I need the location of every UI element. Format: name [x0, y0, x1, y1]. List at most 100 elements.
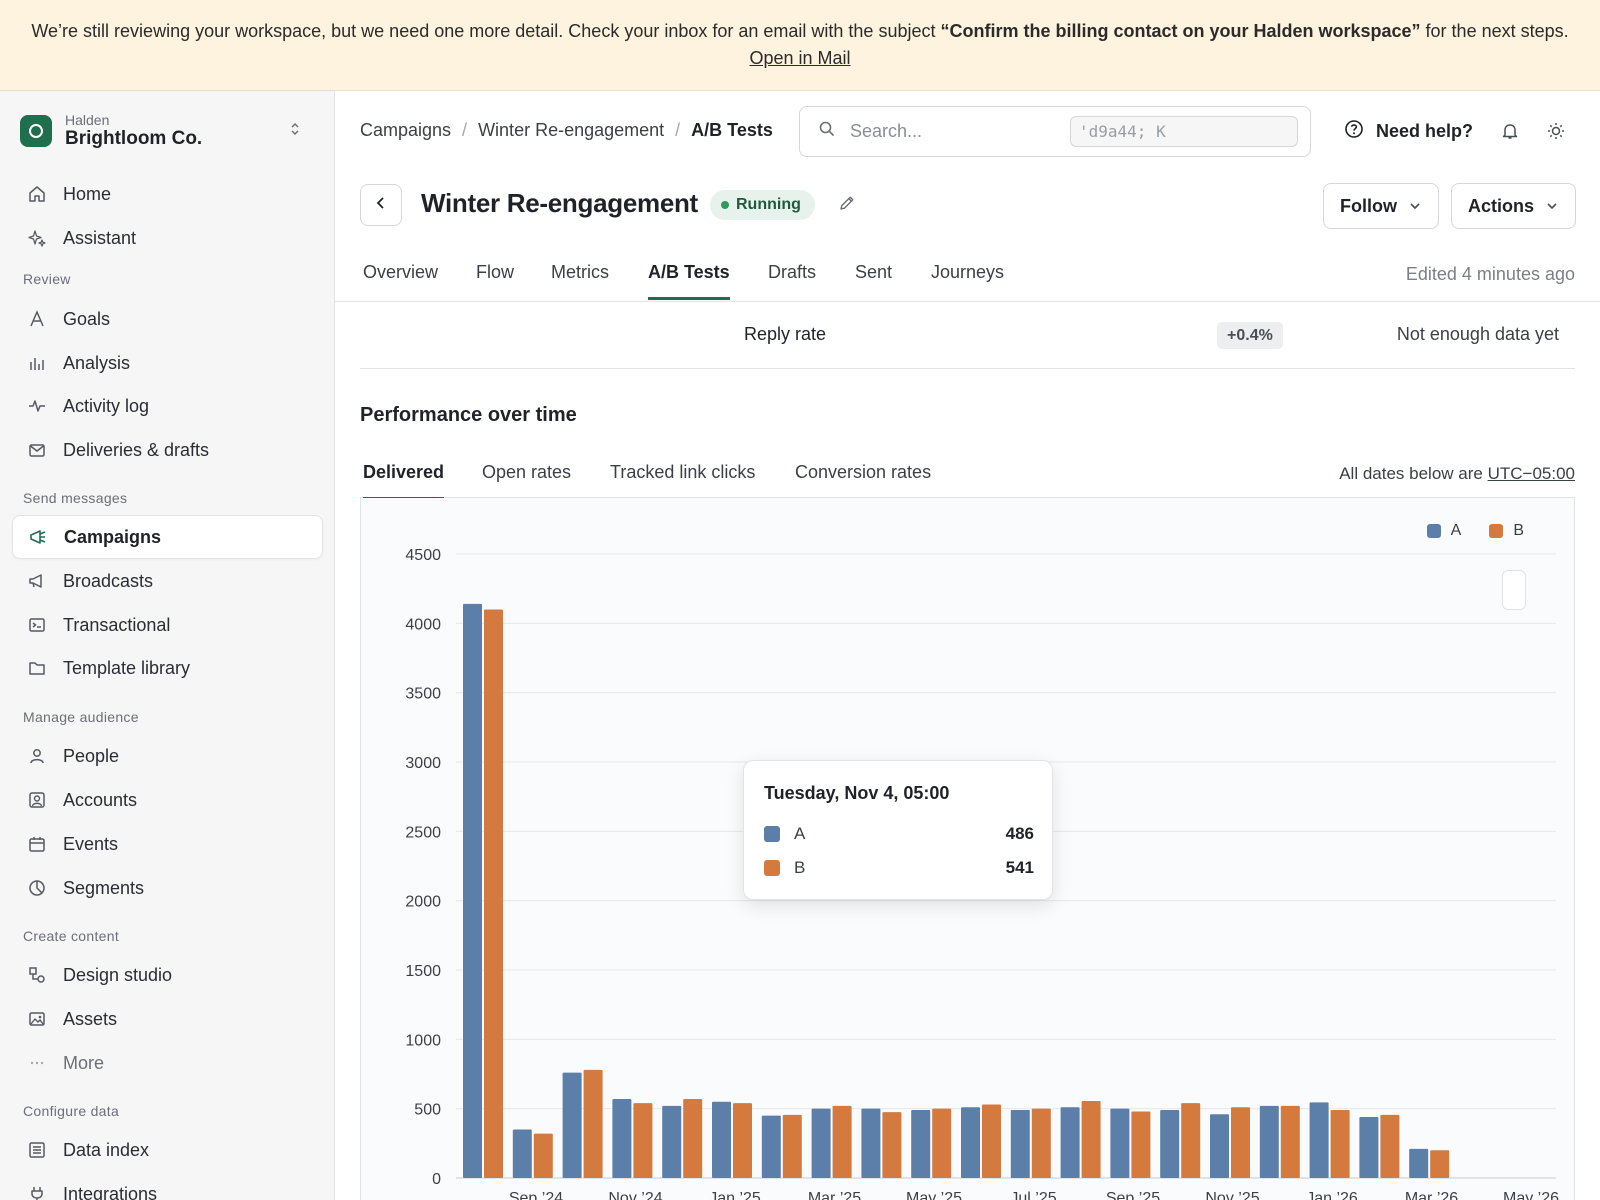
chart-scroll-handle[interactable] — [1502, 570, 1526, 610]
tab-sent[interactable]: Sent — [855, 262, 893, 282]
actions-button[interactable]: Actions — [1451, 183, 1576, 229]
bar-b — [1231, 1107, 1250, 1178]
sidebar-item-label: Campaigns — [64, 526, 162, 547]
delivered-bar-chart: 0 500 1000 1500 2000 2500 3000 3500 4000 4500 Sep … — [405, 547, 1559, 1200]
bar-a — [612, 1098, 632, 1178]
person-icon — [26, 745, 48, 767]
bell-icon[interactable] — [1500, 121, 1520, 146]
list-icon — [26, 1139, 48, 1161]
banner-subject: “Confirm the billing contact on your Hal… — [940, 21, 1421, 41]
bar-a — [463, 603, 482, 1178]
legend-item-b[interactable]: B — [1489, 522, 1524, 540]
bar-b — [832, 1105, 852, 1178]
edited-timestamp: Edited 4 minutes ago — [1405, 264, 1575, 284]
tab-metrics[interactable]: Metrics — [551, 262, 609, 282]
sidebar-item-deliveries[interactable]: Deliveries & drafts — [12, 428, 323, 472]
sidebar-item-label: More — [63, 1052, 105, 1073]
sidebar-item-label: Goals — [63, 308, 111, 329]
sidebar-item-label: Integrations — [63, 1183, 158, 1200]
bar-b — [533, 1133, 553, 1178]
breadcrumb-current: A/B Tests — [691, 120, 773, 140]
chevron-updown-icon — [289, 121, 301, 137]
sidebar-item-goals[interactable]: Goals — [12, 297, 323, 341]
tab-open-rates[interactable]: Open rates — [482, 462, 572, 482]
tab-tracked-link-clicks[interactable]: Tracked link clicks — [610, 462, 756, 482]
sidebar-item-assets[interactable]: Assets — [12, 997, 323, 1041]
sidebar-item-broadcasts[interactable]: Broadcasts — [12, 559, 323, 603]
bar-b — [1181, 1103, 1201, 1178]
bar-b — [882, 1112, 902, 1178]
sun-icon[interactable] — [1546, 121, 1566, 146]
sidebar-item-people[interactable]: People — [12, 734, 323, 778]
sidebar-item-accounts[interactable]: Accounts — [12, 778, 323, 822]
sidebar-item-data-index[interactable]: Data index — [12, 1128, 323, 1172]
legend-item-a[interactable]: A — [1426, 522, 1461, 540]
sidebar-item-campaigns[interactable]: Campaigns — [12, 515, 323, 559]
workspace-switcher[interactable]: Halden Brightloom Co. — [20, 109, 315, 153]
bar-b — [1330, 1110, 1350, 1178]
bar-b — [683, 1098, 703, 1178]
bar-b — [633, 1103, 653, 1178]
tab-ab-tests[interactable]: A/B Tests — [648, 262, 730, 300]
search-input[interactable]: Search... 'd9a44; K — [799, 106, 1311, 157]
y-tick-label: 3500 — [405, 686, 441, 703]
timezone-prefix: All dates below are — [1339, 464, 1488, 483]
sidebar-item-template-library[interactable]: Template library — [12, 646, 323, 690]
sidebar-item-label: Segments — [63, 877, 145, 898]
y-tick-label: 1000 — [405, 1032, 441, 1049]
sidebar-item-label: Home — [63, 183, 112, 204]
tooltip-value-a: 486 — [1005, 824, 1034, 843]
account-icon — [26, 789, 48, 811]
bar-chart-icon — [26, 352, 48, 374]
legend-swatch-b — [1489, 524, 1504, 538]
bar-a — [1309, 1102, 1329, 1178]
breadcrumb-campaign[interactable]: Winter Re-engagement — [478, 120, 665, 140]
tab-journeys[interactable]: Journeys — [931, 262, 1005, 282]
bar-a — [1259, 1105, 1279, 1178]
tooltip-swatch-a — [764, 826, 780, 842]
tab-delivered[interactable]: Delivered — [363, 462, 445, 500]
bar-a — [1110, 1108, 1130, 1178]
tab-drafts[interactable]: Drafts — [768, 262, 817, 282]
tab-overview[interactable]: Overview — [363, 262, 439, 282]
sidebar-item-analysis[interactable]: Analysis — [12, 341, 323, 385]
bar-a — [761, 1115, 781, 1178]
need-help-button[interactable]: Need help? — [1344, 119, 1473, 144]
back-button[interactable] — [360, 184, 402, 226]
sidebar-item-segments[interactable]: Segments — [12, 866, 323, 910]
sidebar-item-label: People — [63, 745, 120, 766]
broadcast-icon — [26, 570, 48, 592]
bar-b — [782, 1114, 802, 1178]
x-tick-label: Jul ’25 — [1010, 1190, 1056, 1200]
sidebar-item-activity-log[interactable]: Activity log — [12, 384, 323, 428]
tab-conversion-rates[interactable]: Conversion rates — [795, 462, 932, 482]
tooltip-name-a: A — [794, 824, 806, 843]
bar-a — [1409, 1148, 1429, 1178]
follow-button[interactable]: Follow — [1323, 183, 1439, 229]
bar-b — [1280, 1105, 1300, 1178]
search-placeholder: Search... — [850, 121, 923, 141]
pencil-icon[interactable] — [838, 194, 856, 217]
sidebar-item-events[interactable]: Events — [12, 822, 323, 866]
sidebar-item-design-studio[interactable]: Design studio — [12, 953, 323, 997]
bar-a — [911, 1110, 931, 1178]
breadcrumb-campaigns[interactable]: Campaigns — [360, 120, 452, 140]
sidebar-item-label: Deliveries & drafts — [63, 439, 210, 460]
workspace-org: Halden — [65, 112, 110, 128]
sidebar-item-label: Assistant — [63, 227, 137, 248]
bar-b — [1081, 1101, 1101, 1178]
open-in-mail-link[interactable]: Open in Mail — [749, 48, 851, 68]
bar-b — [733, 1103, 752, 1178]
sidebar-item-label: Assets — [63, 1008, 118, 1029]
tab-flow[interactable]: Flow — [476, 262, 515, 282]
bar-a — [562, 1072, 582, 1178]
metric-note: Not enough data yet — [1396, 324, 1559, 344]
sidebar-item-more[interactable]: More — [12, 1041, 323, 1085]
sidebar-item-label: Transactional — [63, 614, 171, 635]
timezone-link[interactable]: UTC−05:00 — [1487, 464, 1575, 483]
sidebar-item-assistant[interactable]: Assistant — [12, 216, 323, 260]
sidebar-item-home[interactable]: Home — [12, 172, 323, 216]
sidebar-item-integrations[interactable]: Integrations — [12, 1172, 323, 1200]
sidebar-item-label: Accounts — [63, 789, 138, 810]
sidebar-item-transactional[interactable]: Transactional — [12, 603, 323, 647]
